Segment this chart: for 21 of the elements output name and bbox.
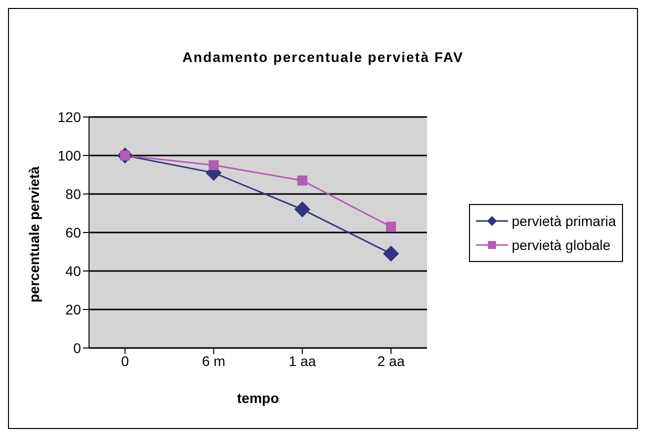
chart-title: Andamento percentuale pervietà FAV [181,49,465,65]
y-tick-label: 0 [73,340,82,356]
y-axis-title: percentuale pervietà [26,166,42,302]
point [383,246,399,262]
point [208,160,219,170]
y-tick-label: 60 [65,224,82,240]
x-tick-label: 0 [121,352,130,369]
legend-label: pervietà primaria [512,212,616,231]
y-tick-label: 40 [65,262,82,279]
point [386,222,396,232]
y-tick-label: 100 [58,147,82,164]
point [297,176,308,186]
x-tick-label: 6 m [202,352,226,369]
x-axis-title: tempo [237,390,279,406]
y-tick-label: 20 [65,301,82,318]
x-tick-label: 2 aa [377,352,405,369]
y-tick-label: 120 [58,108,82,125]
x-tick-label: 1 aa [288,352,316,369]
y-tick-label: 80 [65,186,82,202]
point [294,201,310,218]
legend-label: pervietà globale [512,236,611,255]
